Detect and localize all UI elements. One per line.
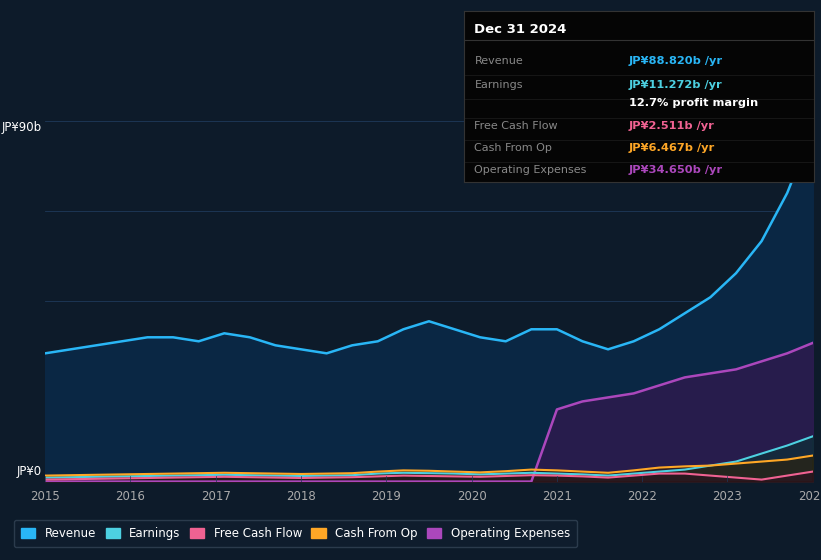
- Text: JP¥90b: JP¥90b: [1, 121, 41, 134]
- Text: 2021: 2021: [542, 490, 572, 503]
- Text: 12.7% profit margin: 12.7% profit margin: [629, 99, 758, 108]
- Text: 2018: 2018: [287, 490, 316, 503]
- Legend: Revenue, Earnings, Free Cash Flow, Cash From Op, Operating Expenses: Revenue, Earnings, Free Cash Flow, Cash …: [14, 520, 577, 547]
- Text: Operating Expenses: Operating Expenses: [475, 165, 587, 175]
- Text: Cash From Op: Cash From Op: [475, 143, 553, 153]
- Text: 2017: 2017: [201, 490, 231, 503]
- Text: Revenue: Revenue: [475, 55, 523, 66]
- Text: Earnings: Earnings: [475, 80, 523, 90]
- Text: 2023: 2023: [713, 490, 742, 503]
- Text: JP¥2.511b /yr: JP¥2.511b /yr: [629, 120, 714, 130]
- Text: JP¥6.467b /yr: JP¥6.467b /yr: [629, 143, 715, 153]
- Text: 2016: 2016: [116, 490, 145, 503]
- Text: 2024: 2024: [798, 490, 821, 503]
- Text: JP¥88.820b /yr: JP¥88.820b /yr: [629, 55, 722, 66]
- Text: JP¥34.650b /yr: JP¥34.650b /yr: [629, 165, 722, 175]
- Text: JP¥11.272b /yr: JP¥11.272b /yr: [629, 80, 722, 90]
- Text: 2020: 2020: [456, 490, 487, 503]
- Text: 2015: 2015: [30, 490, 60, 503]
- Text: JP¥0: JP¥0: [16, 465, 41, 478]
- Text: 2019: 2019: [371, 490, 401, 503]
- Text: Free Cash Flow: Free Cash Flow: [475, 120, 558, 130]
- Text: Dec 31 2024: Dec 31 2024: [475, 23, 566, 36]
- Text: 2022: 2022: [627, 490, 657, 503]
